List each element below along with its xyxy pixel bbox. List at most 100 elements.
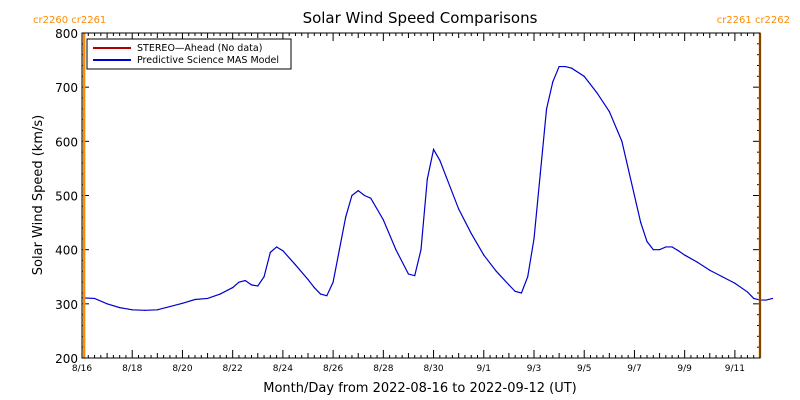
data-point (357, 190, 359, 192)
data-point (257, 285, 259, 287)
y-tick-label: 800 (55, 27, 78, 41)
x-tick-label: 9/1 (477, 364, 491, 374)
data-point (527, 276, 529, 278)
data-point (432, 148, 435, 151)
cr-label-left: cr2260 cr2261 (33, 15, 106, 26)
data-point (470, 232, 472, 235)
data-point (508, 284, 510, 286)
data-point (734, 282, 736, 284)
y-tick-label: 500 (55, 190, 78, 204)
legend: STEREO—Ahead (No data) Predictive Scienc… (86, 38, 292, 70)
data-point (119, 307, 121, 309)
data-point (640, 221, 642, 224)
x-tick-label: 9/3 (527, 364, 541, 374)
y-tick-label: 600 (55, 135, 78, 149)
data-point (533, 238, 535, 240)
data-point (93, 297, 96, 300)
x-tick-label: 9/7 (627, 364, 641, 374)
data-point (407, 273, 410, 275)
data-point (206, 297, 209, 300)
data-point (439, 159, 441, 161)
data-point (765, 299, 767, 301)
data-point (232, 286, 234, 289)
data-point (652, 249, 654, 251)
data-point (753, 297, 755, 300)
legend-label-stereo: STEREO—Ahead (No data) (137, 43, 262, 54)
data-point (646, 240, 648, 243)
data-point (370, 197, 372, 199)
data-point (621, 140, 623, 142)
data-point (263, 276, 265, 278)
data-point (671, 246, 673, 248)
x-tick-label: 8/18 (122, 364, 142, 374)
data-point (771, 297, 774, 300)
data-point (395, 249, 397, 251)
series-line-mas-model (81, 65, 773, 311)
x-tick-label: 8/16 (72, 364, 92, 374)
data-point (514, 290, 516, 292)
data-point (282, 250, 284, 252)
data-point (345, 216, 347, 218)
data-point (608, 110, 610, 113)
x-axis-label: Month/Day from 2022-08-16 to 2022-09-12 … (263, 381, 576, 396)
x-tick-label: 8/24 (273, 364, 293, 374)
y-tick-label: 300 (55, 298, 78, 312)
boundary-layer (82, 33, 762, 358)
legend-box (86, 38, 292, 70)
chart-title: Solar Wind Speed Comparisons (303, 9, 538, 27)
data-point (351, 194, 353, 197)
y-tick-label: 400 (55, 244, 78, 258)
x-tick-label: 8/22 (223, 364, 243, 374)
data-point (319, 293, 322, 295)
x-tick-label: 9/11 (725, 364, 745, 374)
data-point (483, 254, 485, 256)
data-point (307, 278, 309, 281)
data-point (244, 279, 246, 282)
data-point (677, 250, 679, 252)
data-point (564, 65, 566, 68)
x-tick-label: 9/9 (677, 364, 692, 374)
series-layer (81, 65, 774, 311)
data-point (332, 281, 334, 283)
data-point (326, 295, 328, 297)
data-point (665, 246, 667, 248)
data-point (106, 303, 108, 305)
data-point (382, 219, 384, 221)
x-tick-label: 8/28 (373, 364, 393, 374)
data-point (520, 292, 523, 294)
data-point (539, 173, 541, 175)
data-point (269, 251, 271, 253)
data-point (558, 65, 560, 68)
data-point (596, 91, 598, 94)
x-tick-label: 8/30 (423, 364, 443, 374)
data-point (552, 81, 554, 83)
data-point (684, 254, 686, 256)
x-tick-label: 8/26 (323, 364, 343, 374)
data-point (414, 275, 416, 277)
ticks-layer: 200 300 400 500 600 700 800 8/16 8/18 8/20 8/22 8/2… (55, 27, 761, 374)
x-tick-label: 8/20 (172, 364, 192, 374)
data-point (313, 286, 315, 289)
data-point (545, 108, 548, 110)
data-point (156, 309, 158, 311)
y-tick-label: 700 (55, 81, 78, 95)
cr-label-right: cr2261 cr2262 (717, 15, 790, 26)
data-point (363, 194, 366, 197)
data-point (294, 264, 297, 266)
plot-frame (81, 32, 761, 359)
data-point (658, 249, 661, 251)
data-point (131, 309, 133, 311)
data-point (696, 261, 698, 263)
x-tick-label: 9/5 (577, 364, 591, 374)
data-point (721, 276, 723, 278)
data-point (426, 178, 428, 180)
data-point (495, 270, 497, 272)
data-point (445, 175, 447, 178)
data-point (194, 298, 196, 301)
y-tick-label: 200 (55, 352, 78, 366)
data-point (709, 269, 711, 271)
data-point (583, 75, 585, 77)
data-point (420, 249, 422, 251)
